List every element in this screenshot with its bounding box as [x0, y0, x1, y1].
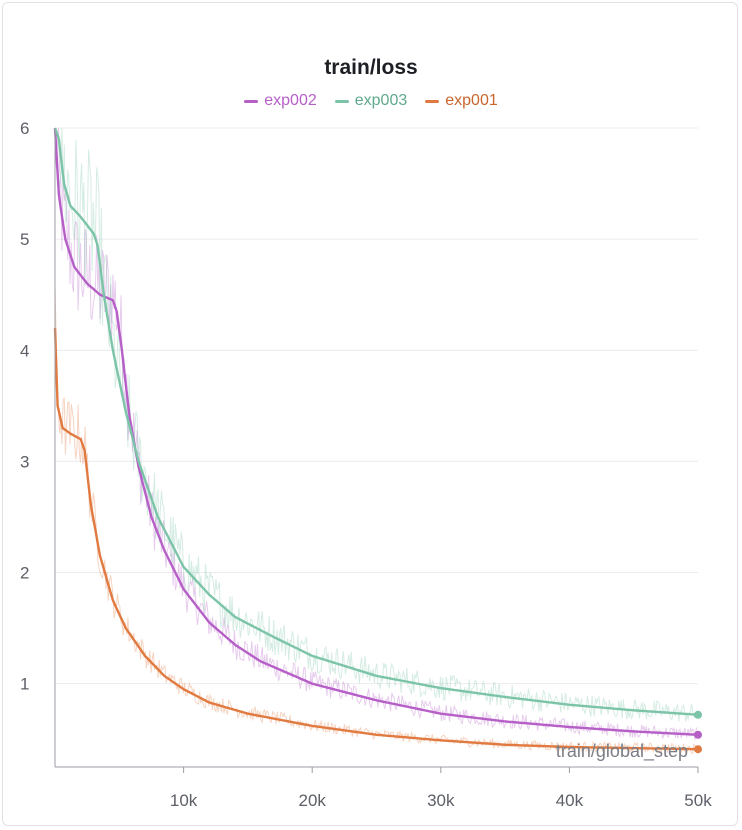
axes: 1 2 3 4 5 6 10k 20k 30k 40k 50k [20, 119, 712, 810]
smoothed-series-group [53, 127, 702, 754]
x-axis-label: train/global_step [556, 741, 688, 762]
y-tick-label-1: 1 [20, 675, 29, 694]
raw-line-exp002 [54, 127, 698, 741]
line-exp001[interactable] [53, 327, 698, 751]
end-point-exp003[interactable] [694, 710, 702, 719]
legend-swatch-exp001 [425, 99, 440, 103]
grid-lines [55, 127, 698, 685]
x-tick-label-20k: 20k [298, 791, 326, 810]
raw-line-exp003 [54, 127, 698, 722]
y-tick-label-6: 6 [20, 119, 29, 138]
y-tick-label-4: 4 [20, 341, 29, 360]
legend-label-exp002: exp002 [264, 92, 317, 109]
legend-item-exp003[interactable]: exp003 [334, 92, 408, 110]
legend-label-exp003: exp003 [354, 92, 408, 109]
line-exp002[interactable] [53, 127, 699, 736]
chart-title: train/loss [324, 56, 418, 79]
x-tick-label-50k: 50k [684, 791, 712, 810]
raw-series-group [54, 127, 698, 755]
y-tick-label-5: 5 [20, 230, 29, 249]
x-tick-label-30k: 30k [427, 791, 455, 810]
legend-item-exp001[interactable]: exp001 [425, 92, 498, 110]
legend-label-exp001: exp001 [445, 92, 498, 109]
legend-item-exp002[interactable]: exp002 [244, 92, 317, 110]
legend-swatch-exp002 [244, 99, 259, 103]
y-tick-label-3: 3 [20, 452, 29, 471]
end-point-exp002[interactable] [694, 730, 702, 739]
y-tick-label-2: 2 [20, 564, 29, 583]
chart-legend: exp002 exp003 exp001 [0, 92, 742, 110]
legend-swatch-exp003 [334, 99, 349, 103]
raw-line-exp001 [54, 285, 698, 755]
end-point-exp001[interactable] [694, 745, 702, 754]
x-tick-label-10k: 10k [170, 791, 198, 810]
line-exp003[interactable] [53, 127, 699, 716]
x-tick-label-40k: 40k [556, 791, 584, 810]
